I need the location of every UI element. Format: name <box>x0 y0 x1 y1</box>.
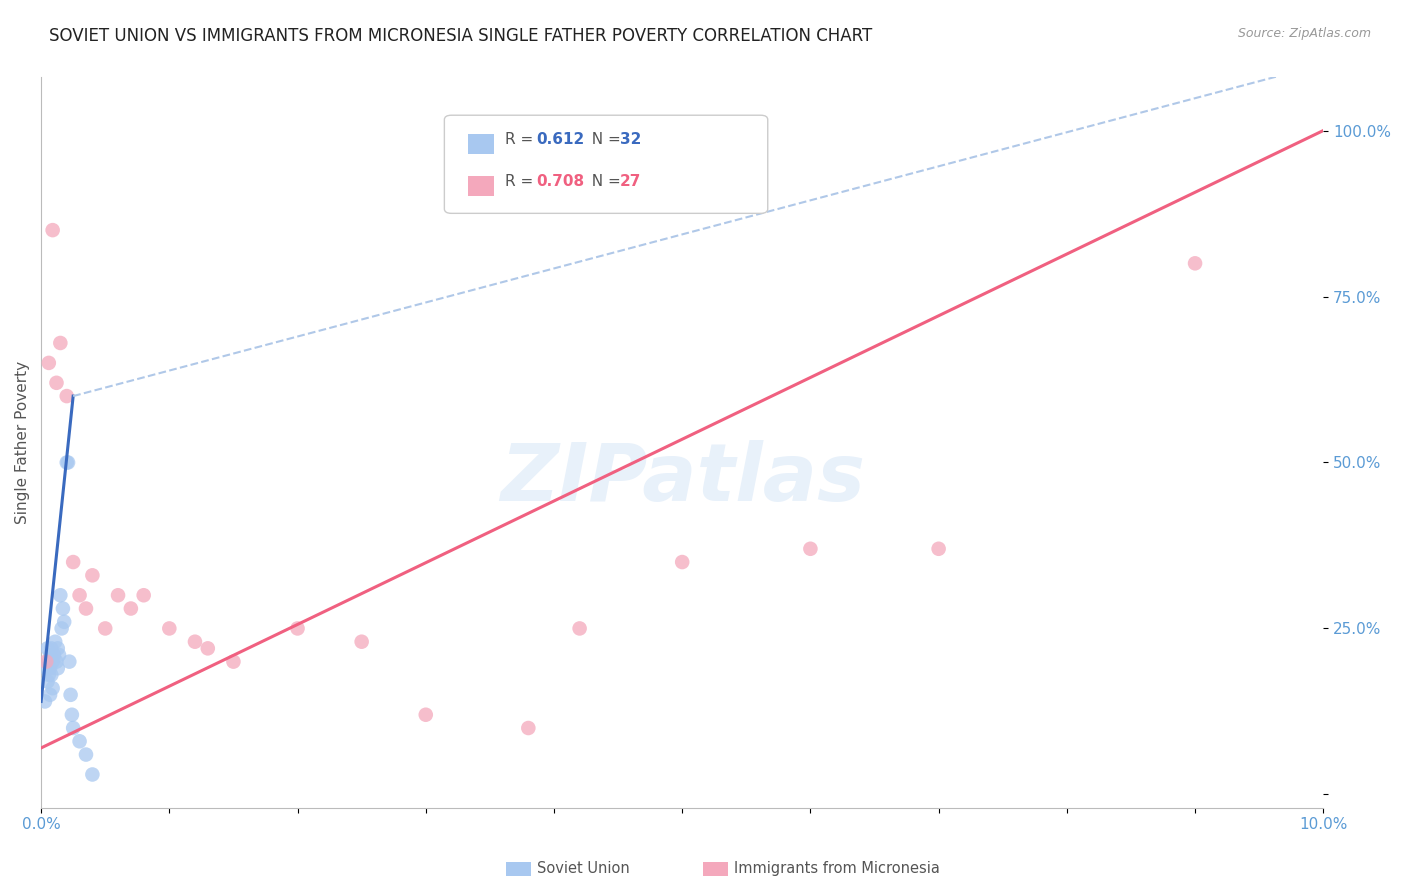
Point <box>75 601 97 615</box>
Point <box>35 655 58 669</box>
Point <box>184 634 207 648</box>
Point <box>45 376 67 390</box>
Text: N =: N = <box>582 132 626 147</box>
Point <box>157 622 180 636</box>
Point <box>56 455 79 469</box>
Point <box>55 455 77 469</box>
Y-axis label: Single Father Poverty: Single Father Poverty <box>15 361 30 524</box>
Point <box>107 588 129 602</box>
Point <box>53 615 76 629</box>
Point <box>37 641 59 656</box>
Point <box>49 336 72 351</box>
Text: 0.708: 0.708 <box>536 174 583 189</box>
Point <box>35 661 58 675</box>
Point <box>49 588 72 602</box>
Point <box>58 655 80 669</box>
Point <box>46 661 69 675</box>
Point <box>48 648 70 662</box>
Point <box>799 541 821 556</box>
Point <box>37 674 59 689</box>
Text: SOVIET UNION VS IMMIGRANTS FROM MICRONESIA SINGLE FATHER POVERTY CORRELATION CHA: SOVIET UNION VS IMMIGRANTS FROM MICRONES… <box>49 27 873 45</box>
Point <box>38 655 60 669</box>
Point <box>222 655 245 669</box>
Point <box>671 555 693 569</box>
Point <box>51 622 73 636</box>
Point <box>350 634 373 648</box>
Text: R =: R = <box>505 174 538 189</box>
Point <box>39 688 62 702</box>
Point <box>55 389 77 403</box>
Point <box>1184 256 1206 270</box>
Text: 32: 32 <box>620 132 641 147</box>
Point <box>517 721 540 735</box>
Text: N =: N = <box>582 174 626 189</box>
Point <box>34 694 56 708</box>
Point <box>928 541 950 556</box>
Point <box>94 622 117 636</box>
Point <box>39 648 62 662</box>
Point <box>41 223 63 237</box>
Point <box>44 634 66 648</box>
Point <box>38 668 60 682</box>
Point <box>41 641 63 656</box>
Point <box>120 601 142 615</box>
Point <box>41 681 63 696</box>
Text: Immigrants from Micronesia: Immigrants from Micronesia <box>734 862 939 876</box>
Point <box>69 734 91 748</box>
Text: Source: ZipAtlas.com: Source: ZipAtlas.com <box>1237 27 1371 40</box>
Text: 27: 27 <box>620 174 641 189</box>
Point <box>59 688 82 702</box>
Point <box>41 655 63 669</box>
Point <box>39 661 62 675</box>
Text: ZIPatlas: ZIPatlas <box>499 440 865 518</box>
Point <box>38 356 60 370</box>
Point <box>69 588 91 602</box>
Point <box>46 641 69 656</box>
Point <box>62 721 84 735</box>
Point <box>75 747 97 762</box>
Text: Soviet Union: Soviet Union <box>537 862 630 876</box>
Point <box>45 655 67 669</box>
Point <box>132 588 155 602</box>
Point <box>568 622 591 636</box>
Point <box>42 648 65 662</box>
Text: 0.612: 0.612 <box>536 132 583 147</box>
Point <box>41 668 63 682</box>
Point <box>60 707 83 722</box>
Point <box>82 767 104 781</box>
Point <box>197 641 219 656</box>
Point <box>82 568 104 582</box>
Point <box>287 622 309 636</box>
Point <box>415 707 437 722</box>
Text: R =: R = <box>505 132 538 147</box>
Point <box>52 601 75 615</box>
Point <box>62 555 84 569</box>
